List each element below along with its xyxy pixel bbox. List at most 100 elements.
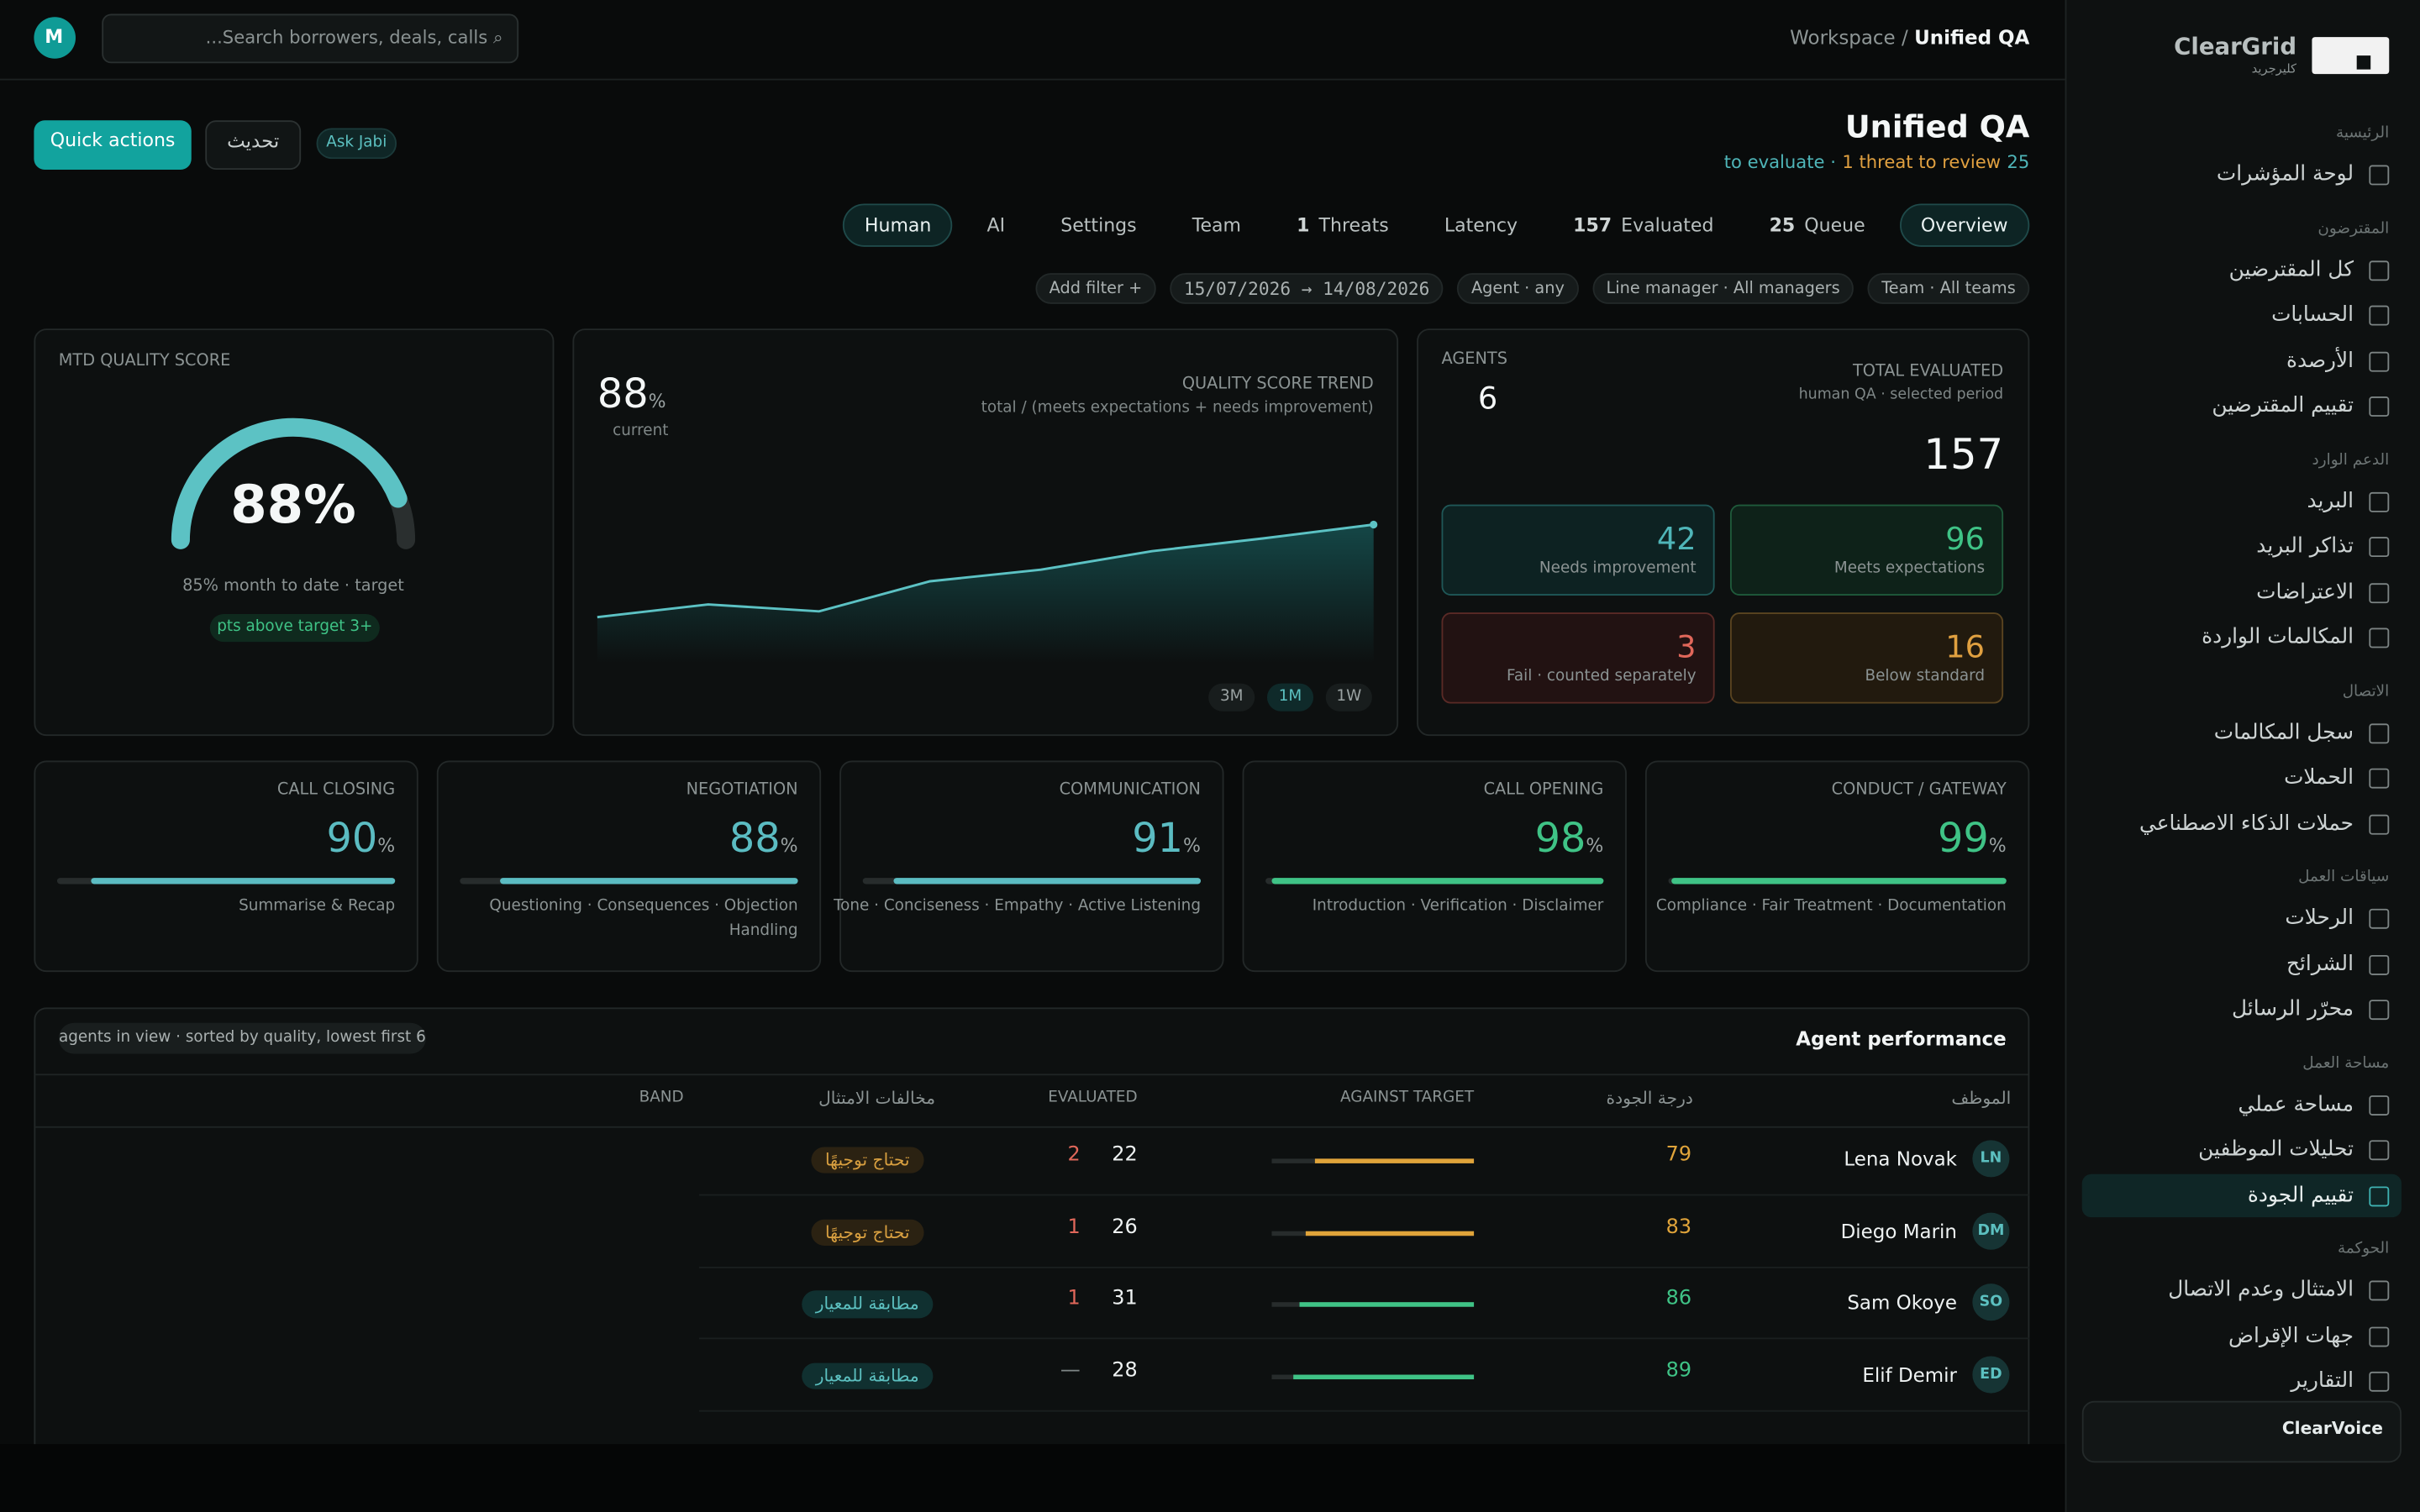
- quick-actions-button[interactable]: [34, 120, 192, 171]
- nav-item[interactable]: تذاكر البريد: [2256, 533, 2354, 559]
- skill-title: CONDUCT / GATEWAY: [1831, 780, 2007, 799]
- nav-item[interactable]: سجل المكالمات: [2213, 719, 2354, 745]
- agent-evaluated: 26: [1112, 1215, 1138, 1239]
- tab[interactable]: Human: [843, 203, 954, 247]
- skill-card: [34, 760, 418, 973]
- ask-label: Ask Jabi: [326, 134, 387, 152]
- agent-score: 83: [1665, 1215, 1692, 1239]
- refresh-button[interactable]: [205, 120, 302, 171]
- range-button[interactable]: [1266, 683, 1314, 711]
- nav-item[interactable]: الأرصدة: [2286, 348, 2354, 373]
- row-border: [699, 1266, 2030, 1268]
- agent-avatar: [1972, 1356, 2010, 1394]
- row-border: [699, 1194, 2030, 1196]
- nav-active: [2081, 1173, 2402, 1217]
- status-tile-label: Fail · counted separately: [1507, 668, 1697, 685]
- agent-violations: 1: [1067, 1215, 1081, 1239]
- nav-checkbox: [2369, 813, 2390, 834]
- nav-checkbox: [2369, 627, 2390, 648]
- nav-checkbox: [2369, 305, 2390, 326]
- tab[interactable]: Team: [1171, 203, 1263, 246]
- table-chip: [58, 1022, 426, 1054]
- nav-item[interactable]: جهات الإقراض: [2228, 1322, 2354, 1348]
- column-header: مخالفات الامتثال: [818, 1088, 936, 1109]
- trend-current-value: 88: [597, 371, 649, 418]
- nav-item[interactable]: المكالمات الواردة: [2202, 624, 2354, 650]
- filter-chip[interactable]: Agent · any: [1457, 273, 1579, 304]
- tab-count: 1: [1297, 214, 1310, 237]
- skill-value-unit: %: [780, 834, 798, 857]
- nav-item[interactable]: البريد: [2307, 488, 2354, 513]
- nav-item[interactable]: تقييم الجودة: [2247, 1182, 2354, 1208]
- skill-desc: Introduction · Verification · Disclaimer: [1312, 897, 1604, 916]
- band-chip: مطابقة للمعيار: [802, 1362, 934, 1390]
- nav-item[interactable]: تحليلات الموظفين: [2198, 1137, 2354, 1162]
- tab[interactable]: 1 Threats: [1275, 203, 1410, 246]
- trend-caption: current: [613, 423, 669, 440]
- agent-evaluated: 31: [1112, 1287, 1138, 1311]
- row-border: [699, 1410, 2030, 1412]
- nav-section-title: الدعم الوارد: [2312, 451, 2390, 469]
- nav-section-title: الاتصال: [2342, 682, 2390, 700]
- nav-item[interactable]: الشرائح: [2286, 951, 2354, 976]
- table-chip-label: agents in view · sorted by quality, lowe…: [58, 1029, 426, 1047]
- tab[interactable]: AI: [965, 203, 1027, 246]
- tab[interactable]: Settings: [1039, 203, 1159, 246]
- search-box[interactable]: [102, 13, 519, 64]
- filter-chip[interactable]: Team · All teams: [1867, 273, 2030, 304]
- filter-chip[interactable]: 15/07/2026 → 14/08/2026: [1170, 273, 1444, 304]
- agent-evaluated: 28: [1112, 1359, 1138, 1383]
- band-chip: مطابقة للمعيار: [802, 1290, 934, 1318]
- nav-item[interactable]: الحملات: [2284, 764, 2354, 790]
- ask-button[interactable]: [316, 128, 397, 160]
- skill-desc: Compliance · Fair Treatment · Documentat…: [1655, 897, 2007, 916]
- skill-value: 90%: [326, 816, 395, 863]
- breadcrumb: Workspace / Unified QA: [1790, 25, 2029, 49]
- nav-item[interactable]: التقارير: [2291, 1368, 2354, 1394]
- topbar-border: [0, 78, 2065, 81]
- trend-current-unit: %: [648, 390, 666, 412]
- range-button[interactable]: [1325, 683, 1372, 711]
- filter-chip[interactable]: Line manager · All managers: [1591, 273, 1854, 304]
- tab-label: AI: [986, 214, 1006, 237]
- nav-item[interactable]: لوحة المؤشرات: [2216, 161, 2354, 187]
- refresh-label: تحديث: [227, 129, 280, 152]
- tab[interactable]: 157 Evaluated: [1551, 203, 1735, 246]
- nav-item[interactable]: الحسابات: [2271, 302, 2354, 328]
- nav-item[interactable]: الاعتراضات: [2256, 579, 2354, 604]
- status-tile-value: 16: [1945, 627, 1986, 665]
- target-bar: [1306, 1231, 1475, 1236]
- column-header: الموظف: [1951, 1088, 2012, 1109]
- tab[interactable]: Latency: [1423, 203, 1539, 246]
- tab[interactable]: Overview: [1899, 203, 2030, 247]
- skill-bar: [892, 878, 1201, 885]
- skill-bar: [91, 878, 396, 885]
- nav-item[interactable]: تقييم المقترضين: [2212, 393, 2354, 418]
- agent-avatar: [1972, 1212, 2010, 1250]
- filter-chip[interactable]: Add filter +: [1035, 273, 1156, 304]
- agents-count: 6: [1477, 379, 1498, 417]
- trend-current: 88%: [597, 372, 666, 418]
- nav-section-title: الحوكمة: [2337, 1240, 2390, 1257]
- bottom-strip: [0, 1444, 2065, 1512]
- nav-item[interactable]: كل المقترضين: [2228, 256, 2354, 282]
- nav-item[interactable]: الرحلات: [2285, 905, 2354, 931]
- page-subtitle: to evaluate · 1 threat to review 25: [1724, 151, 2030, 173]
- nav-item[interactable]: حملات الذكاء الاصطناعي: [2139, 811, 2354, 836]
- nav-item[interactable]: محرّر الرسائل: [2232, 996, 2354, 1021]
- nav-checkbox: [2369, 260, 2390, 281]
- tab-label: Settings: [1060, 214, 1137, 237]
- tab[interactable]: 25 Queue: [1748, 203, 1887, 246]
- table-title: Agent performance: [1796, 1026, 2007, 1050]
- skill-card: [839, 760, 1224, 973]
- nav-checkbox: [2369, 350, 2390, 371]
- nav-item[interactable]: الامتثال وعدم الاتصال: [2168, 1277, 2354, 1303]
- range-button[interactable]: [1208, 683, 1255, 711]
- agent-name: Lena Novak: [1844, 1147, 1957, 1171]
- avatar: [34, 17, 76, 59]
- agent-initials: DM: [1977, 1221, 2005, 1239]
- nav-item[interactable]: مساحة عملي: [2238, 1091, 2354, 1116]
- status-tile: [1441, 504, 1715, 596]
- nav-checkbox: [2369, 1095, 2390, 1116]
